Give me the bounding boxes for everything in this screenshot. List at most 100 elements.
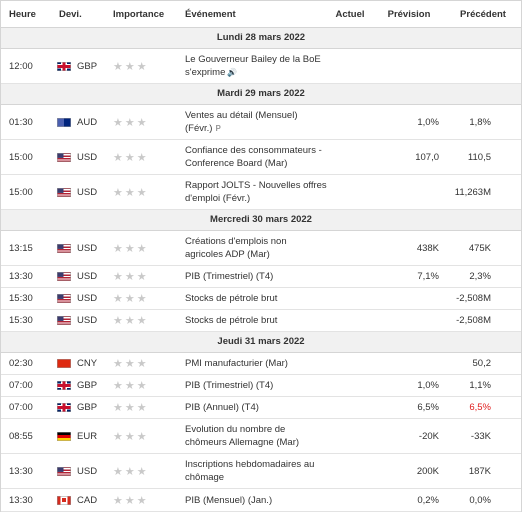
event-row[interactable]: 13:30 USD ★★★ Inscriptions hebdomadaires au… [1,454,521,489]
star-icon: ★★★ [113,358,149,370]
star-icon: ★★★ [113,315,149,327]
event-title[interactable]: Evolution du nombre de chômeurs Allemagn… [185,424,300,448]
day-header: Mardi 29 mars 2022 [1,84,521,105]
event-title[interactable]: Créations d'emplois non agricoles ADP (M… [185,236,287,260]
event-currency: USD [51,315,105,326]
star-icon: ★★★ [113,380,149,392]
event-title[interactable]: Inscriptions hebdomadaires au chômage [185,459,315,483]
flag-gb-icon [57,61,71,71]
event-row[interactable]: 01:30 AUD ★★★ Ventes au détail (Mensuel) (F… [1,105,521,140]
importance-rating: ★★★ [105,465,177,478]
currency-code: USD [77,186,98,198]
event-name[interactable]: PIB (Mensuel) (Jan.) [177,494,327,507]
event-name[interactable]: PIB (Trimestriel) (T4) [177,379,327,392]
flag-ca-icon [57,495,71,505]
event-title[interactable]: Stocks de pétrole brut [185,315,278,326]
event-name[interactable]: PIB (Trimestriel) (T4) [177,270,327,283]
currency-code: GBP [77,380,98,391]
star-icon: ★★★ [113,151,149,164]
event-currency: GBP [51,402,105,413]
star-icon: ★★★ [113,60,149,73]
event-previous: 187K [468,465,491,477]
star-icon: ★★★ [113,116,149,129]
event-name[interactable]: Rapport JOLTS - Nouvelles offres d'emplo… [177,179,327,205]
header-time[interactable]: Heure [9,8,36,20]
event-name[interactable]: Inscriptions hebdomadaires au chômage [177,458,327,484]
event-title[interactable]: PMI manufacturier (Mar) [185,358,288,369]
header-forecast[interactable]: Prévision [387,8,431,20]
event-name[interactable]: PMI manufacturier (Mar) [177,357,327,370]
flag-cn-icon [57,359,71,368]
event-title[interactable]: PIB (Trimestriel) (T4) [185,380,274,391]
importance-rating: ★★★ [105,116,177,129]
event-name[interactable]: Le Gouverneur Bailey de la BoE s'exprime… [177,53,327,79]
currency-code: CAD [77,494,98,506]
importance-rating: ★★★ [105,60,177,73]
event-title[interactable]: Stocks de pétrole brut [185,293,278,304]
event-previous: 110,5 [467,151,491,163]
event-row[interactable]: 15:30 USD ★★★ Stocks de pétrole brut -2,508M [1,288,521,310]
event-previous: 6,5% [469,402,491,413]
header-event[interactable]: Événement [185,8,236,20]
event-name[interactable]: Ventes au détail (Mensuel) (Févr.) P [177,109,327,135]
importance-rating: ★★★ [105,357,177,370]
currency-code: USD [77,315,98,326]
currency-code: AUD [77,116,98,128]
event-row[interactable]: 15:00 USD ★★★ Rapport JOLTS - Nouvelles off… [1,175,521,210]
event-previous: -2,508M [456,293,491,304]
event-row[interactable]: 13:30 CAD ★★★ PIB (Mensuel) (Jan.) 0,2% 0,0% [1,489,521,512]
event-previous: -33K [470,430,491,442]
event-name[interactable]: Stocks de pétrole brut [177,314,327,327]
event-title[interactable]: PIB (Mensuel) (Jan.) [185,494,273,506]
event-name[interactable]: Confiance des consommateurs - Conference… [177,144,327,170]
header-previous[interactable]: Précédent [460,8,506,20]
event-row[interactable]: 02:30 CNY ★★★ PMI manufacturier (Mar) 50,2 [1,353,521,375]
event-name[interactable]: Créations d'emplois non agricoles ADP (M… [177,235,327,261]
importance-rating: ★★★ [105,379,177,392]
star-icon: ★★★ [113,242,149,255]
event-time: 12:00 [9,60,33,72]
event-title[interactable]: PIB (Annuel) (T4) [185,402,259,413]
event-time: 13:30 [9,271,33,282]
event-row[interactable]: 07:00 GBP ★★★ PIB (Annuel) (T4) 6,5% 6,5% [1,397,521,419]
event-time: 07:00 [9,380,33,391]
event-title[interactable]: Confiance des consommateurs - Conference… [185,145,322,169]
event-row[interactable]: 15:30 USD ★★★ Stocks de pétrole brut -2,508M [1,310,521,332]
importance-rating: ★★★ [105,270,177,283]
day-header: Lundi 28 mars 2022 [1,28,521,49]
event-name[interactable]: Stocks de pétrole brut [177,292,327,305]
star-icon: ★★★ [113,402,149,414]
flag-us-icon [57,243,71,253]
event-currency: USD [51,293,105,304]
currency-code: USD [77,271,98,282]
event-previous: 11,263M [454,186,491,198]
event-title[interactable]: PIB (Trimestriel) (T4) [185,271,274,282]
importance-rating: ★★★ [105,242,177,255]
header-currency[interactable]: Devi. [59,8,82,20]
event-forecast: 200K [416,465,439,477]
day-header: Jeudi 31 mars 2022 [1,332,521,353]
event-name[interactable]: Evolution du nombre de chômeurs Allemagn… [177,423,327,449]
event-row[interactable]: 08:55 EUR ★★★ Evolution du nombre de chômeu… [1,419,521,454]
event-time: 15:30 [9,315,33,326]
event-row[interactable]: 15:00 USD ★★★ Confiance des consommateurs -… [1,140,521,175]
event-title[interactable]: Le Gouverneur Bailey de la BoE s'exprime [185,54,321,78]
event-currency: USD [51,466,105,477]
event-forecast: 0,2% [417,494,439,506]
flag-us-icon [57,316,71,325]
flag-us-icon [57,466,71,476]
event-name[interactable]: PIB (Annuel) (T4) [177,401,327,414]
event-row[interactable]: 07:00 GBP ★★★ PIB (Trimestriel) (T4) 1,0% 1,1… [1,375,521,397]
header-actual[interactable]: Actuel [335,8,365,20]
event-forecast: 6,5% [417,402,439,413]
header-importance[interactable]: Importance [113,8,165,20]
event-forecast: -20K [418,430,439,442]
event-title[interactable]: Ventes au détail (Mensuel) (Févr.) [185,110,298,134]
event-time: 15:00 [9,151,33,163]
event-row[interactable]: 12:00 GBP ★★★ Le Gouverneur Bailey de la Bo… [1,49,521,84]
event-title[interactable]: Rapport JOLTS - Nouvelles offres d'emplo… [185,180,327,204]
event-row[interactable]: 13:30 USD ★★★ PIB (Trimestriel) (T4) 7,1% 2,3… [1,266,521,288]
flag-us-icon [57,187,71,197]
event-row[interactable]: 13:15 USD ★★★ Créations d'emplois non agric… [1,231,521,266]
event-currency: EUR [51,431,105,442]
